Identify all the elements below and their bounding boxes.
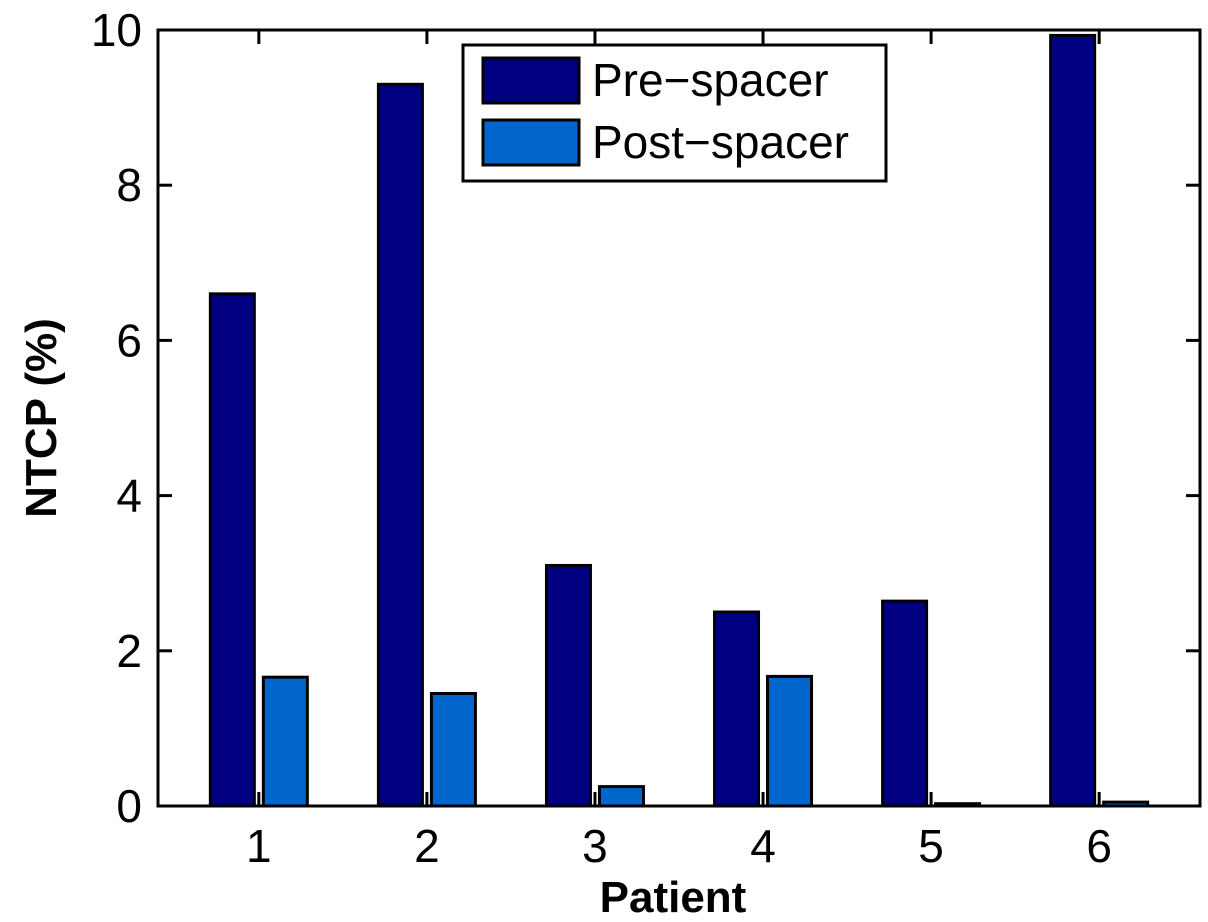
x-tick-label: 4 xyxy=(750,820,776,872)
bar-series1-patient-6 xyxy=(1049,33,1097,808)
x-tick-label: 2 xyxy=(414,820,440,872)
x-tick-label: 6 xyxy=(1086,820,1112,872)
legend-swatch-series1 xyxy=(481,56,581,105)
x-tick-label: 1 xyxy=(246,820,272,872)
y-tick-label: 8 xyxy=(116,159,142,211)
y-axis-title: NTCP (%) xyxy=(17,318,66,518)
x-tick-label: 3 xyxy=(582,820,608,872)
plot-frame xyxy=(156,28,1202,808)
bar-series1-patient-5 xyxy=(881,599,929,808)
y-tick-label: 2 xyxy=(116,625,142,677)
x-tick-label: 5 xyxy=(918,820,944,872)
legend-label-series1: Pre−spacer xyxy=(592,54,829,106)
legend-label-series2: Post−spacer xyxy=(592,116,849,168)
y-tick-label: 4 xyxy=(116,470,142,522)
x-axis-title: Patient xyxy=(600,873,747,922)
bar-series2-patient-1 xyxy=(261,675,309,808)
bar-series2-patient-4 xyxy=(766,674,814,808)
bar-series1-patient-1 xyxy=(208,292,256,808)
y-tick-label: 6 xyxy=(116,314,142,366)
bar-series2-patient-2 xyxy=(429,691,477,808)
legend: Pre−spacer Post−spacer xyxy=(461,43,888,183)
y-tick-label: 10 xyxy=(91,4,142,56)
y-tick-label: 0 xyxy=(116,780,142,832)
bars-layer xyxy=(208,33,1150,808)
bar-series2-patient-3 xyxy=(597,785,645,808)
legend-swatch-series2 xyxy=(481,118,581,167)
bar-series1-patient-4 xyxy=(713,610,761,808)
bar-series1-patient-2 xyxy=(376,82,424,808)
bar-series1-patient-3 xyxy=(544,563,592,808)
